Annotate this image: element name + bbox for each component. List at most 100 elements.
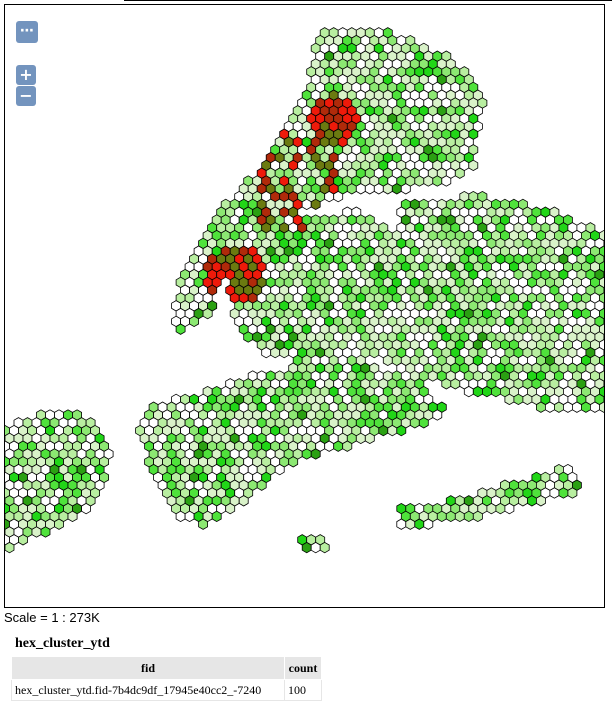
hex-cell[interactable] xyxy=(256,479,267,491)
hex-cell[interactable] xyxy=(454,167,465,179)
hex-cell[interactable] xyxy=(472,510,483,523)
hex-cell[interactable] xyxy=(522,393,533,406)
hex-cell[interactable] xyxy=(445,510,456,523)
hex-cell[interactable] xyxy=(324,440,335,452)
hex-cell[interactable] xyxy=(418,417,429,429)
hex-cell[interactable] xyxy=(491,385,501,398)
hex-cell[interactable] xyxy=(175,510,186,523)
hex-cell[interactable] xyxy=(238,495,249,507)
hex-cell[interactable] xyxy=(463,385,474,398)
hex-cell[interactable] xyxy=(572,401,582,413)
hex-cell[interactable] xyxy=(554,401,564,413)
hex-cell[interactable] xyxy=(40,526,51,538)
hex-cell[interactable] xyxy=(387,424,398,437)
hex-cell[interactable] xyxy=(482,385,492,398)
hex-cell[interactable] xyxy=(261,346,272,359)
hex-cell[interactable] xyxy=(18,534,28,546)
hex-cell[interactable] xyxy=(333,440,344,452)
hex-cell[interactable] xyxy=(369,346,380,359)
hex-cell[interactable] xyxy=(432,409,443,421)
hex-cell[interactable] xyxy=(310,198,321,211)
hex-cell[interactable] xyxy=(198,518,208,530)
hex-cell[interactable] xyxy=(558,487,569,499)
hex-cell[interactable] xyxy=(472,385,483,398)
hex-cell[interactable] xyxy=(400,183,411,195)
hex-cell[interactable] xyxy=(495,502,506,515)
hex-cell[interactable] xyxy=(396,424,407,437)
map-viewport[interactable]: ⋯ + − xyxy=(4,4,605,608)
hex-cell[interactable] xyxy=(310,541,321,554)
hex-cell[interactable] xyxy=(378,424,389,437)
hex-cell[interactable] xyxy=(454,510,465,523)
hex-cell[interactable] xyxy=(441,378,452,390)
hex-cell[interactable] xyxy=(513,393,524,406)
hex-cell[interactable] xyxy=(342,440,353,452)
hex-cell[interactable] xyxy=(450,378,461,390)
hex-cell[interactable] xyxy=(549,487,560,499)
hex-cell[interactable] xyxy=(423,518,434,530)
hex-cell[interactable] xyxy=(423,175,434,187)
hex-cell[interactable] xyxy=(563,401,573,413)
hex-cell[interactable] xyxy=(436,510,447,523)
hex-cell[interactable] xyxy=(441,175,452,187)
hex-cell[interactable] xyxy=(333,190,344,203)
hex-cell[interactable] xyxy=(202,307,213,320)
hex-cell[interactable] xyxy=(301,541,312,554)
hex-cell[interactable] xyxy=(288,456,299,468)
hex-cell[interactable] xyxy=(364,183,375,195)
hex-cell[interactable] xyxy=(189,315,199,328)
zoom-out-button[interactable]: − xyxy=(16,86,36,106)
hex-cell[interactable] xyxy=(211,510,222,523)
hex-cell[interactable] xyxy=(536,495,546,507)
hex-cell[interactable] xyxy=(414,518,425,530)
hex-cell[interactable] xyxy=(175,323,186,335)
hex-cell[interactable] xyxy=(391,183,402,195)
hex-cell[interactable] xyxy=(504,502,515,515)
hex-cell[interactable] xyxy=(225,502,236,515)
hex-cell[interactable] xyxy=(382,183,393,195)
hex-cell[interactable] xyxy=(346,183,357,195)
hex-cell[interactable] xyxy=(243,331,254,343)
hex-cell[interactable] xyxy=(414,175,425,187)
hex-cell[interactable] xyxy=(590,401,600,413)
hex-cell[interactable] xyxy=(184,510,195,523)
hex-cell[interactable] xyxy=(31,526,42,538)
hex-cell[interactable] xyxy=(581,401,591,413)
hex-cell[interactable] xyxy=(405,518,416,530)
hex-cell[interactable] xyxy=(432,175,443,187)
hex-cell[interactable] xyxy=(67,510,78,523)
hex-cell[interactable] xyxy=(319,541,330,554)
hex-cell[interactable] xyxy=(274,463,285,476)
hex-cell[interactable] xyxy=(270,346,281,359)
hex-cell[interactable] xyxy=(504,393,515,406)
hex-cell[interactable] xyxy=(5,541,15,554)
hex-cell[interactable] xyxy=(486,502,497,515)
hex-cell[interactable] xyxy=(301,198,312,211)
hex-cell[interactable] xyxy=(599,401,605,413)
hex-cell[interactable] xyxy=(527,495,537,507)
hexbin-map[interactable] xyxy=(5,5,605,608)
hex-cell[interactable] xyxy=(324,190,335,203)
hex-cell[interactable] xyxy=(396,518,407,530)
hex-cell[interactable] xyxy=(81,502,91,515)
table-row[interactable]: hex_cluster_ytd.fid-7b4dc9df_17945e40cc2… xyxy=(11,679,322,701)
hex-cell[interactable] xyxy=(364,432,375,445)
hex-cell[interactable] xyxy=(536,401,546,413)
hex-cell[interactable] xyxy=(382,354,393,367)
hex-cell[interactable] xyxy=(545,401,555,413)
hex-cell[interactable] xyxy=(54,518,64,530)
hex-cell[interactable] xyxy=(355,183,366,195)
hex-cell[interactable] xyxy=(468,159,479,172)
map-menu-button[interactable]: ⋯ xyxy=(16,21,38,43)
hex-cell[interactable] xyxy=(301,448,312,460)
hex-cell[interactable] xyxy=(355,432,366,445)
hex-cell[interactable] xyxy=(279,346,290,359)
zoom-in-button[interactable]: + xyxy=(16,65,36,85)
hex-cell[interactable] xyxy=(409,417,420,429)
hex-cell[interactable] xyxy=(518,495,528,507)
hex-cell[interactable] xyxy=(567,487,578,499)
hex-cell[interactable] xyxy=(373,183,384,195)
hex-cell[interactable] xyxy=(463,510,474,523)
hex-cell[interactable] xyxy=(310,448,321,460)
hex-cell[interactable] xyxy=(427,370,438,382)
